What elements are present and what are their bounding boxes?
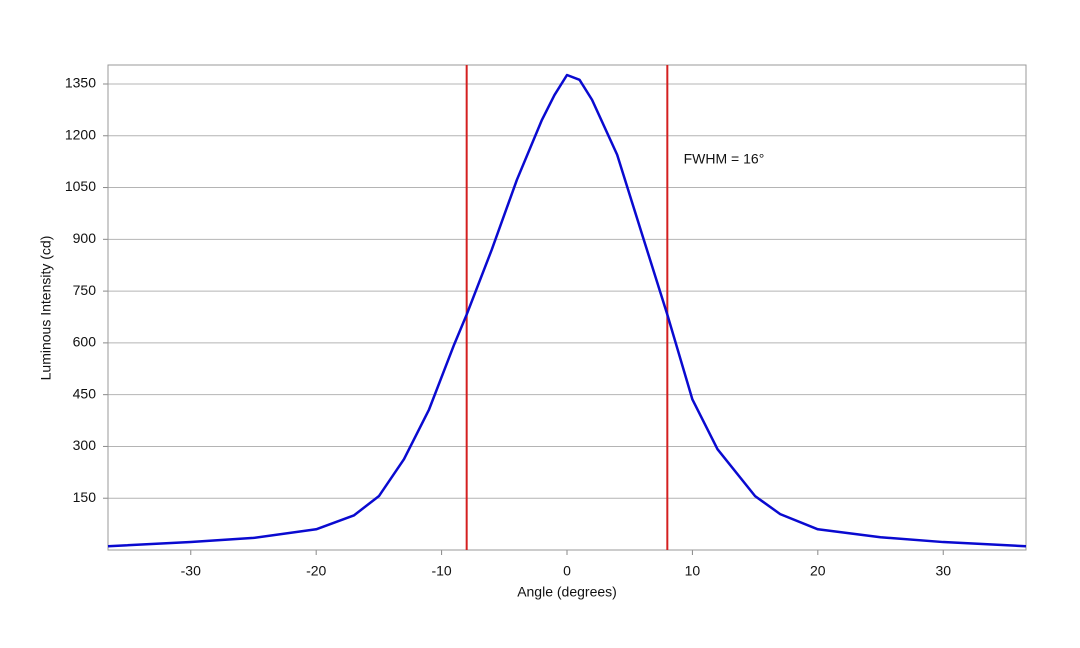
y-tick-label: 150 [73, 489, 97, 505]
y-axis-label: Luminous Intensity (cd) [38, 236, 54, 381]
y-tick-label: 1200 [65, 126, 96, 142]
x-tick-label: 10 [685, 563, 701, 579]
y-tick-label: 750 [73, 282, 97, 298]
x-axis-label: Angle (degrees) [517, 584, 617, 600]
plot-frame [107, 64, 1027, 551]
x-tick-label: -20 [306, 563, 326, 579]
y-tick-label: 600 [73, 334, 97, 350]
y-tick-label: 1050 [65, 178, 96, 194]
x-tick-label: -10 [431, 563, 451, 579]
x-tick-label: -30 [181, 563, 201, 579]
y-tick-label: 1350 [65, 75, 96, 91]
y-tick-label: 300 [73, 437, 97, 453]
x-tick-label: 20 [810, 563, 826, 579]
x-tick-label: 0 [563, 563, 571, 579]
data-line [107, 73, 1027, 548]
y-tick-label: 900 [73, 230, 97, 246]
annotation: FWHM = 16° [684, 151, 765, 167]
y-tick-label: 450 [73, 385, 97, 401]
x-tick-label: 30 [935, 563, 951, 579]
